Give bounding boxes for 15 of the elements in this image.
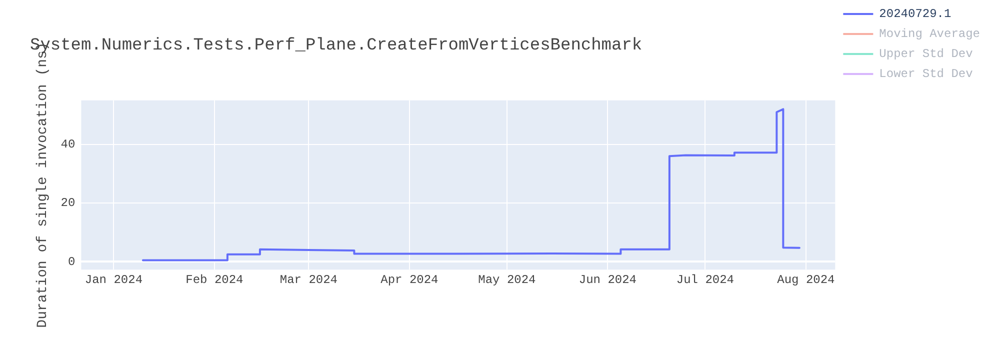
y-tick-label: 20 — [60, 196, 76, 210]
legend-label: Lower Std Dev — [879, 67, 973, 82]
legend-label: Moving Average — [879, 27, 980, 42]
x-tick-label: Jul 2024 — [676, 272, 734, 287]
x-tick-label: Aug 2024 — [777, 272, 835, 287]
x-tick-label: Apr 2024 — [380, 272, 438, 287]
x-tick-label: Feb 2024 — [186, 272, 244, 287]
y-tick-label: 0 — [68, 254, 76, 269]
x-tick-label: Jun 2024 — [578, 272, 636, 287]
legend-label: Upper Std Dev — [879, 47, 973, 62]
x-tick-label: Jan 2024 — [84, 272, 143, 287]
x-tick-label: May 2024 — [478, 272, 536, 287]
y-tick-label: 40 — [60, 138, 76, 152]
x-tick-label: Mar 2024 — [280, 272, 338, 287]
legend-label: 20240729.1 — [879, 7, 952, 22]
